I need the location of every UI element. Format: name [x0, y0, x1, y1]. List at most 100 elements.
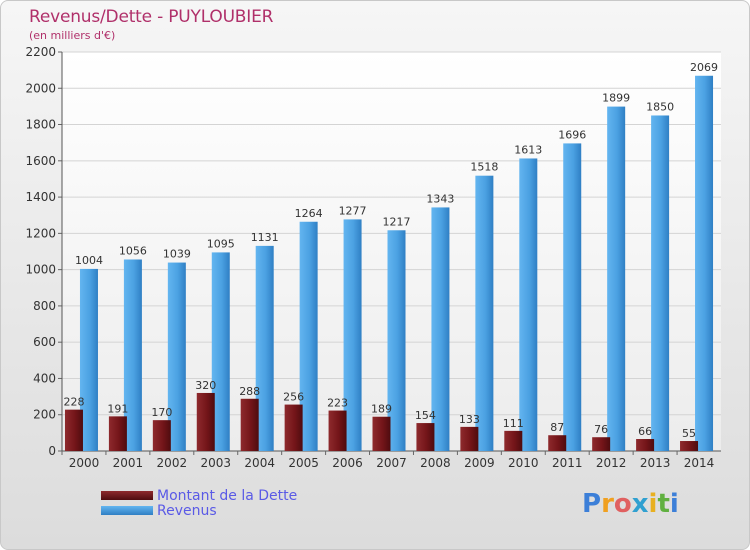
revenue-bar	[607, 106, 626, 451]
logo-letter: r	[601, 489, 614, 519]
debt-bar	[240, 398, 259, 451]
debt-bar	[284, 404, 303, 451]
logo-letter: P	[582, 489, 602, 519]
x-tick-label: 2005	[288, 456, 319, 470]
x-tick-label: 2012	[596, 456, 627, 470]
revenue-bar	[79, 268, 98, 451]
revenue-value-label: 2069	[690, 61, 718, 74]
revenue-value-label: 1004	[75, 254, 103, 267]
y-tick-label: 1400	[25, 190, 56, 204]
debt-bar	[108, 416, 127, 451]
x-tick-label: 2004	[244, 456, 275, 470]
revenue-value-label: 1131	[251, 231, 279, 244]
revenue-value-label: 1343	[426, 192, 454, 205]
debt-bar	[504, 430, 523, 451]
logo-letter: i	[648, 489, 658, 519]
debt-bar	[416, 423, 435, 451]
revenue-bar	[519, 158, 538, 451]
x-tick-label: 2013	[640, 456, 671, 470]
revenue-bar	[651, 115, 670, 452]
debt-bar	[592, 437, 611, 451]
x-tick-label: 2007	[376, 456, 407, 470]
revenue-value-label: 1277	[339, 204, 367, 217]
debt-value-label: 189	[371, 403, 392, 416]
legend-item-debt: Montant de la Dette	[101, 487, 298, 504]
legend: Montant de la Dette Revenus	[101, 487, 298, 519]
debt-bar	[152, 420, 171, 451]
y-tick-label: 1200	[25, 226, 56, 240]
x-tick-label: 2006	[332, 456, 363, 470]
y-tick-label: 800	[33, 299, 56, 313]
debt-value-label: 154	[415, 409, 436, 422]
debt-bar	[680, 441, 699, 451]
x-tick-label: 2002	[157, 456, 188, 470]
revenue-bar	[563, 143, 582, 451]
debt-value-label: 228	[63, 396, 84, 409]
revenue-bar	[695, 75, 714, 451]
chart-subtitle: (en milliers d'€)	[29, 29, 116, 42]
x-tick-label: 2003	[200, 456, 231, 470]
debt-value-label: 191	[107, 402, 128, 415]
debt-value-label: 111	[503, 417, 524, 430]
debt-value-label: 288	[239, 385, 260, 398]
y-tick-label: 600	[33, 335, 56, 349]
logo-letter: i	[669, 489, 679, 519]
y-tick-label: 1600	[25, 154, 56, 168]
revenue-bar	[387, 230, 406, 451]
x-tick-label: 2009	[464, 456, 495, 470]
debt-value-label: 256	[283, 391, 304, 404]
debt-value-label: 320	[195, 379, 216, 392]
y-tick-label: 1000	[25, 263, 56, 277]
x-tick-label: 2010	[508, 456, 539, 470]
revenue-value-label: 1899	[602, 92, 630, 105]
x-tick-label: 2001	[113, 456, 144, 470]
legend-item-revenue: Revenus	[101, 503, 297, 519]
x-tick-label: 2014	[684, 456, 715, 470]
debt-value-label: 55	[682, 427, 696, 440]
y-tick-label: 2200	[25, 45, 56, 59]
debt-value-label: 133	[459, 413, 480, 426]
logo-letter: x	[631, 489, 649, 519]
revenue-value-label: 1518	[470, 161, 498, 174]
y-tick-label: 400	[33, 371, 56, 385]
debt-bar	[328, 410, 347, 451]
x-tick-label: 2000	[69, 456, 100, 470]
debt-value-label: 170	[151, 406, 172, 419]
legend-swatch-revenue	[101, 506, 153, 515]
y-tick-label: 1800	[25, 118, 56, 132]
debt-value-label: 87	[550, 421, 564, 434]
debt-bar	[548, 435, 567, 451]
revenue-bar	[299, 221, 318, 451]
revenue-bar	[475, 175, 494, 451]
revenue-value-label: 1613	[514, 143, 542, 156]
chart-title: Revenus/Dette - PUYLOUBIER	[29, 7, 274, 27]
revenue-value-label: 1850	[646, 100, 674, 113]
logo-letter: t	[657, 489, 670, 519]
x-tick-label: 2008	[420, 456, 451, 470]
proxiti-logo: Proxiti	[582, 489, 679, 519]
revenue-bar	[123, 259, 142, 451]
revenue-value-label: 1696	[558, 128, 586, 141]
revenue-value-label: 1264	[295, 207, 323, 220]
revenue-value-label: 1217	[383, 215, 411, 228]
y-tick-label: 200	[33, 408, 56, 422]
debt-value-label: 66	[638, 425, 652, 438]
revenue-bar	[211, 252, 230, 451]
debt-bar	[460, 426, 479, 451]
debt-bar	[372, 416, 391, 451]
x-tick-label: 2011	[552, 456, 583, 470]
legend-label-debt: Montant de la Dette	[157, 487, 298, 504]
legend-swatch-debt	[101, 491, 153, 500]
revenue-value-label: 1056	[119, 244, 147, 257]
debt-bar	[636, 439, 655, 451]
debt-value-label: 223	[327, 397, 348, 410]
revenue-value-label: 1095	[207, 237, 235, 250]
y-tick-label: 2000	[25, 81, 56, 95]
debt-value-label: 76	[594, 423, 608, 436]
revenue-bar	[343, 219, 362, 451]
revenue-bar	[431, 207, 450, 451]
debt-bar	[64, 409, 83, 451]
y-tick-label: 0	[48, 444, 56, 458]
